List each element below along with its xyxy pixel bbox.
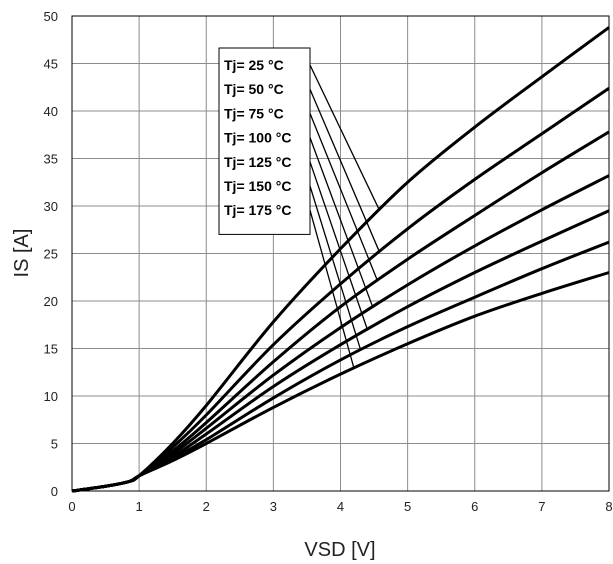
y-tick-label: 50 bbox=[44, 9, 58, 24]
y-tick-label: 35 bbox=[44, 152, 58, 167]
x-tick-label: 1 bbox=[136, 499, 143, 514]
plot-frame bbox=[71, 15, 610, 492]
y-tick-label: 40 bbox=[44, 104, 58, 119]
legend-label-0: Tj= 25 °C bbox=[224, 57, 284, 73]
legend-label-1: Tj= 50 °C bbox=[224, 81, 284, 97]
legend-leader-4 bbox=[309, 161, 368, 330]
legend-leader-5 bbox=[309, 185, 362, 351]
y-tick-label: 0 bbox=[51, 484, 58, 499]
legend-box bbox=[218, 47, 311, 235]
legend-label-5: Tj= 150 °C bbox=[224, 178, 291, 194]
y-axis-label: IS [A] bbox=[11, 229, 33, 278]
legend-leader-3 bbox=[309, 137, 374, 308]
y-tick-label: 25 bbox=[44, 247, 58, 262]
x-tick-label: 8 bbox=[605, 499, 612, 514]
legend: Tj= 25 °C Tj= 50 °C Tj= 75 °C Tj= 100 °C Tj=… bbox=[218, 47, 311, 235]
x-tick-label: 7 bbox=[538, 499, 545, 514]
legend-leader-6 bbox=[309, 210, 355, 369]
y-tick-label: 20 bbox=[44, 294, 58, 309]
legend-leader-2 bbox=[309, 113, 379, 281]
x-tick-label: 2 bbox=[203, 499, 210, 514]
y-tick-label: 15 bbox=[44, 342, 58, 357]
x-tick-label: 3 bbox=[270, 499, 277, 514]
legend-leader-1 bbox=[309, 88, 381, 253]
y-tick-label: 45 bbox=[44, 57, 58, 72]
y-tick-label: 10 bbox=[44, 389, 58, 404]
y-tick-label: 30 bbox=[44, 199, 58, 214]
series-lines bbox=[71, 26, 610, 493]
series-line-6 bbox=[71, 271, 610, 493]
x-axis-label: VSD [V] bbox=[304, 539, 375, 561]
x-tick-label: 4 bbox=[337, 499, 344, 514]
legend-leader-lines bbox=[309, 64, 381, 369]
legend-label-2: Tj= 75 °C bbox=[224, 105, 284, 121]
legend-label-6: Tj= 175 °C bbox=[224, 202, 291, 218]
x-tick-label: 5 bbox=[404, 499, 411, 514]
legend-leader-0 bbox=[309, 64, 381, 211]
x-tick-label: 6 bbox=[471, 499, 478, 514]
x-tick-label: 0 bbox=[68, 499, 75, 514]
y-tick-label: 5 bbox=[51, 437, 58, 452]
legend-label-3: Tj= 100 °C bbox=[224, 130, 291, 146]
legend-label-4: Tj= 125 °C bbox=[224, 154, 291, 170]
